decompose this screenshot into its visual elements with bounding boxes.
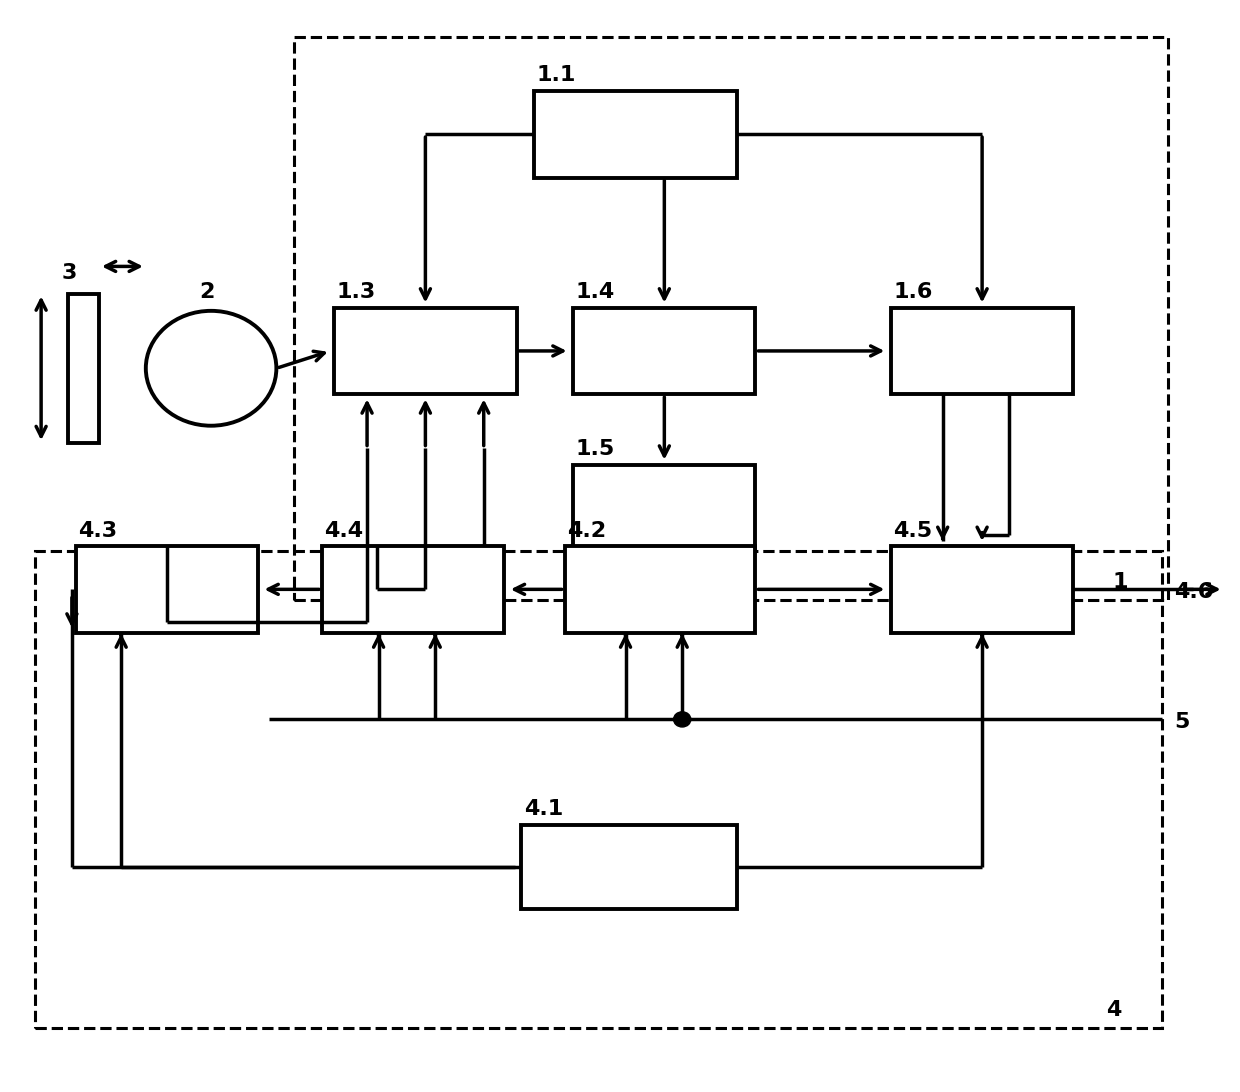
Text: 4: 4 bbox=[1106, 999, 1122, 1020]
Text: 5: 5 bbox=[1174, 712, 1189, 733]
Bar bbox=[573, 465, 755, 551]
Text: 1.4: 1.4 bbox=[575, 282, 615, 302]
Bar bbox=[35, 551, 1162, 1029]
Text: 3: 3 bbox=[62, 263, 77, 283]
Bar bbox=[294, 37, 1168, 601]
Bar bbox=[892, 308, 1074, 394]
Text: 1.5: 1.5 bbox=[575, 439, 615, 460]
Bar bbox=[892, 546, 1074, 632]
Bar bbox=[322, 546, 505, 632]
Bar bbox=[564, 546, 755, 632]
Text: 4.5: 4.5 bbox=[894, 521, 932, 541]
Bar bbox=[522, 824, 737, 909]
Text: 4.6: 4.6 bbox=[1174, 582, 1214, 603]
Bar bbox=[68, 294, 99, 443]
Text: 1.3: 1.3 bbox=[337, 282, 376, 302]
Text: 4.3: 4.3 bbox=[78, 521, 118, 541]
Text: 4.4: 4.4 bbox=[325, 521, 363, 541]
Bar bbox=[76, 546, 258, 632]
Text: 2: 2 bbox=[198, 282, 215, 302]
Text: 1.1: 1.1 bbox=[536, 66, 575, 85]
Text: 4.1: 4.1 bbox=[525, 799, 563, 819]
Bar bbox=[573, 308, 755, 394]
Circle shape bbox=[673, 712, 691, 727]
Text: 4.2: 4.2 bbox=[567, 521, 606, 541]
Text: 1: 1 bbox=[1112, 571, 1128, 592]
Bar bbox=[533, 91, 737, 178]
Text: 1.6: 1.6 bbox=[894, 282, 932, 302]
Bar bbox=[335, 308, 517, 394]
